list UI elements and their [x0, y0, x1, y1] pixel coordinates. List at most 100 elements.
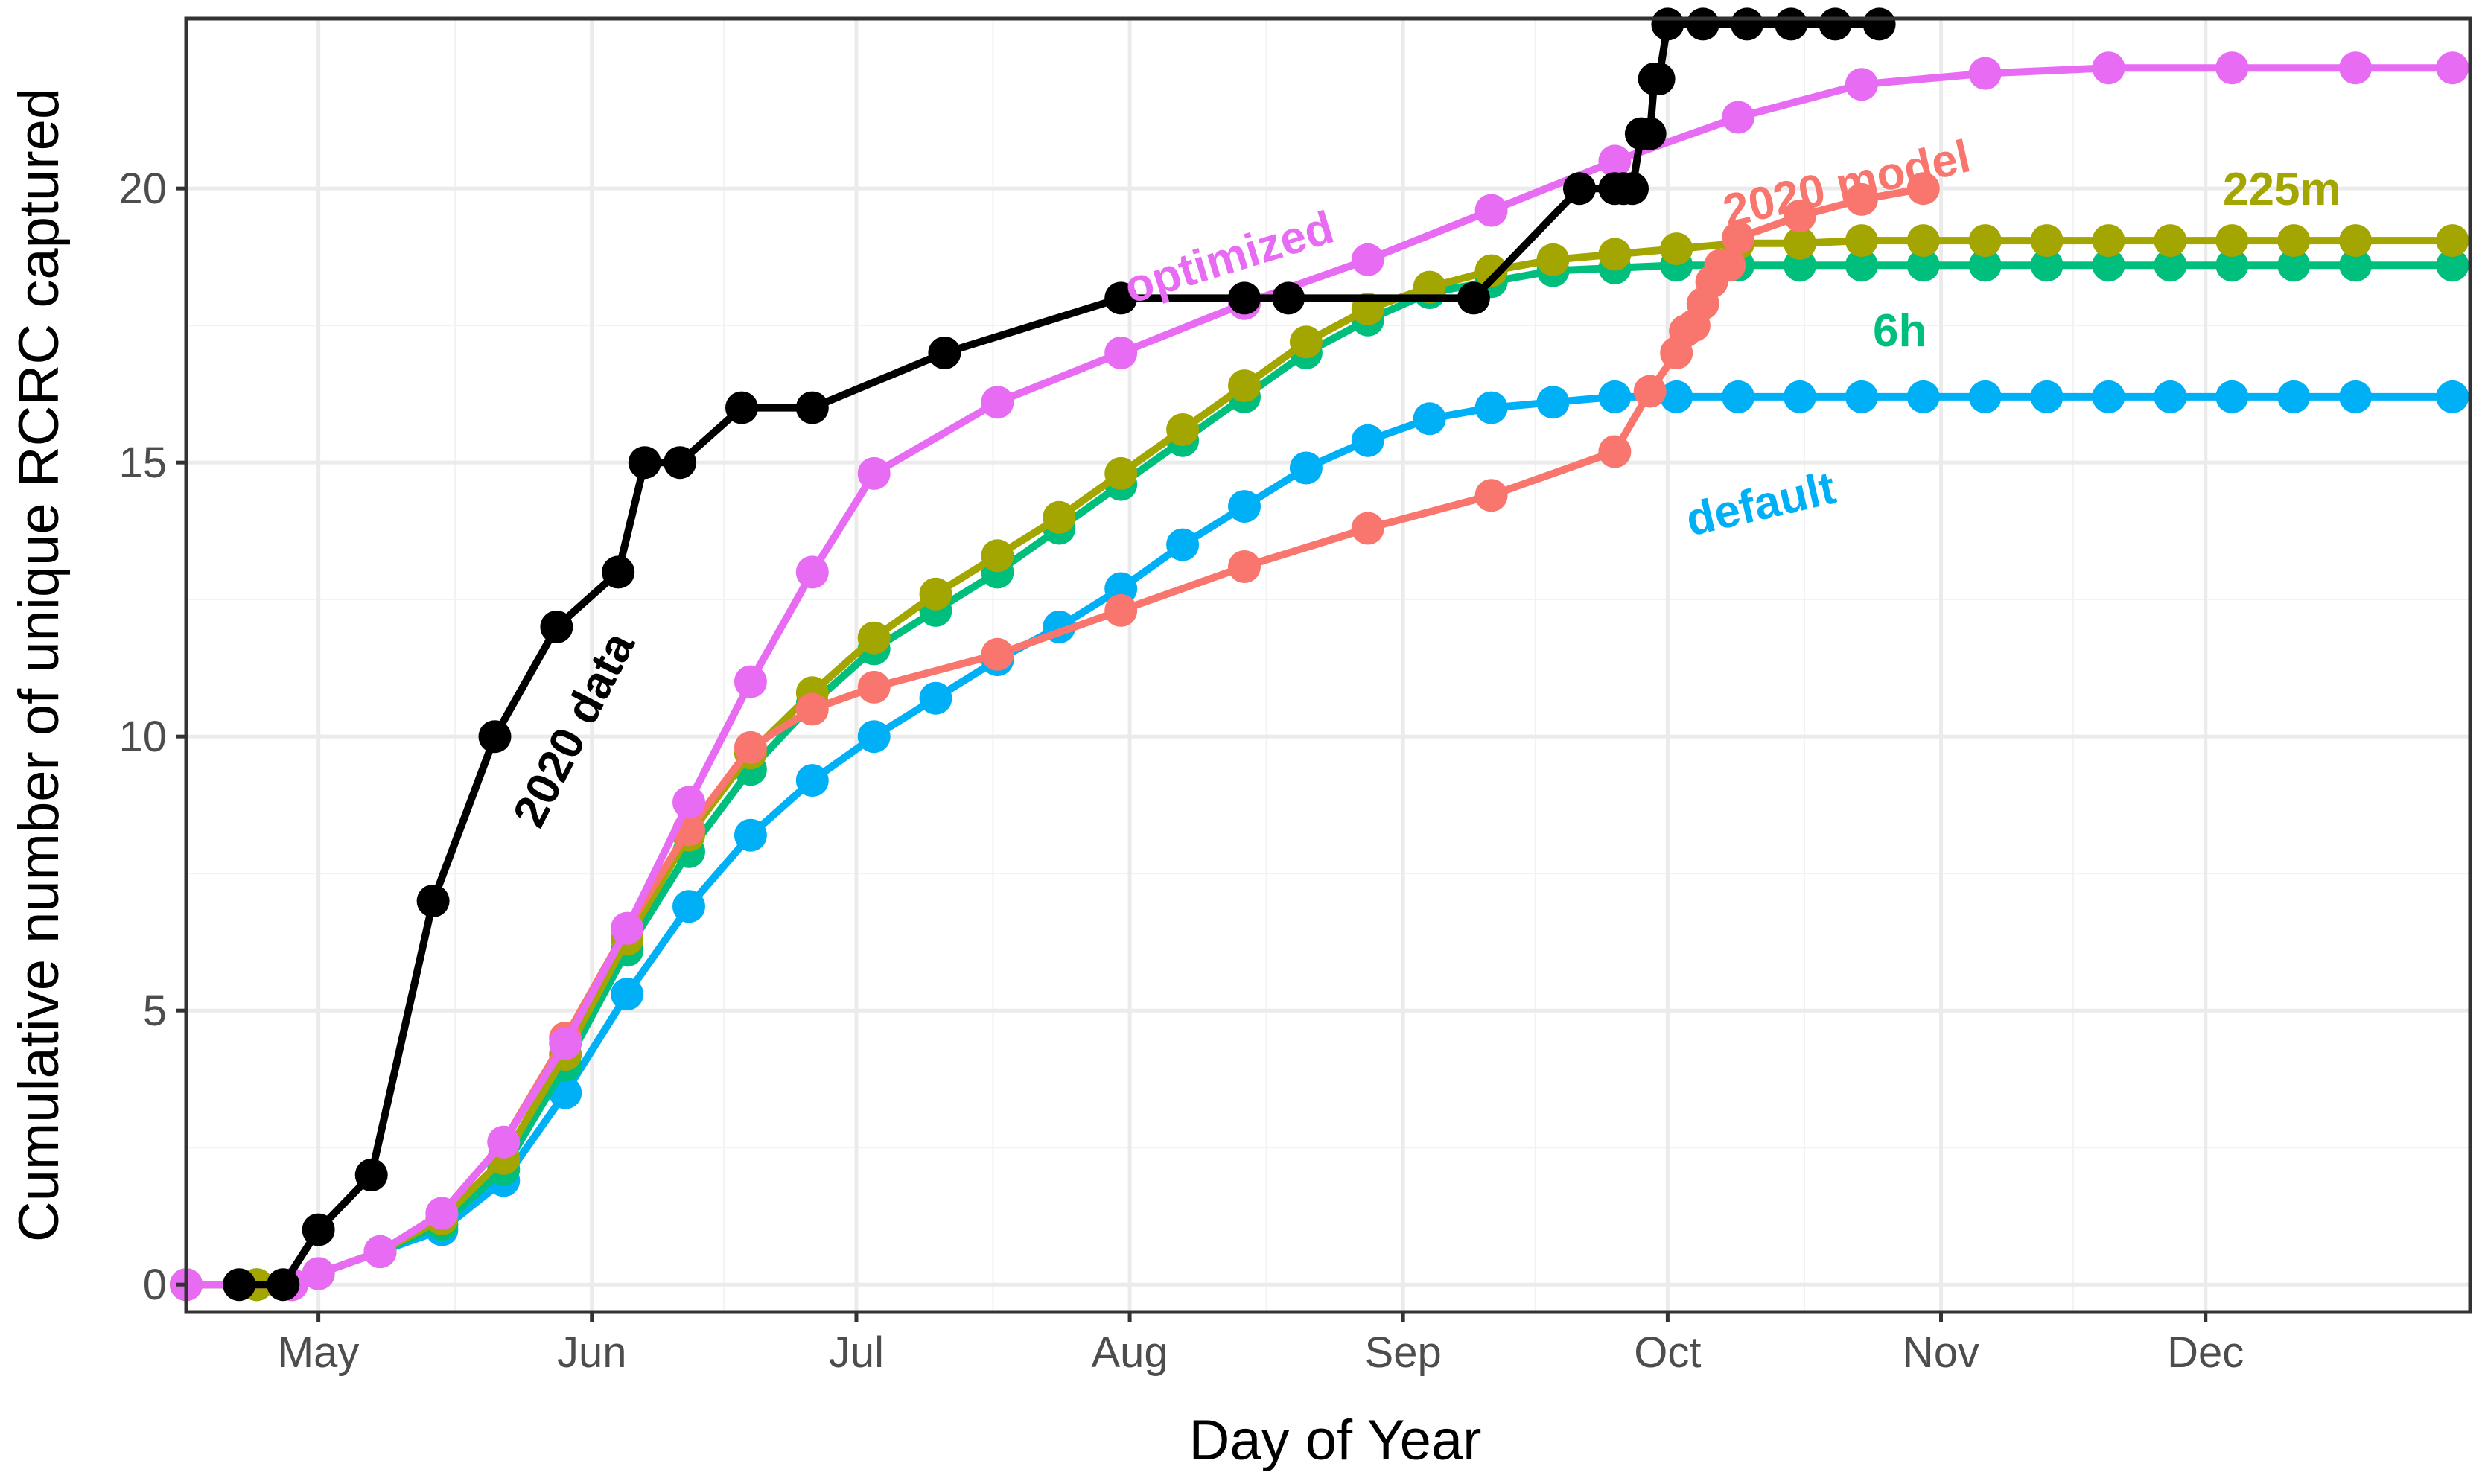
data-point-2020-model	[795, 692, 829, 726]
data-point-2020-data	[1642, 63, 1676, 95]
data-point-optimized	[363, 1235, 397, 1268]
data-point-6h	[1968, 249, 2002, 282]
data-point-optimized	[1351, 243, 1384, 276]
data-point-2020-data	[795, 391, 829, 424]
data-point-2020-data	[1731, 7, 1763, 41]
data-point-2020-data	[1228, 281, 1261, 315]
data-point-optimized	[734, 665, 767, 698]
data-point-6h	[2215, 249, 2249, 282]
data-point-2020-model	[1845, 182, 1878, 216]
data-point-2020-model	[734, 730, 767, 764]
data-point-2020-data	[416, 885, 450, 917]
data-point-default	[1906, 380, 1940, 413]
data-point-default	[2030, 380, 2064, 413]
x-tick-label: Aug	[1091, 1328, 1168, 1377]
data-point-default	[1228, 490, 1261, 523]
data-point-optimized	[1104, 337, 1138, 369]
data-point-2020-data	[725, 391, 758, 424]
y-tick-label: 15	[118, 439, 167, 487]
y-tick-label: 5	[143, 987, 167, 1035]
series-optimized	[170, 51, 2469, 1302]
data-point-2020-data	[1686, 7, 1719, 41]
data-point-optimized	[981, 386, 1014, 419]
data-point-225m	[1784, 226, 1816, 260]
data-point-225m	[2339, 224, 2373, 258]
axes	[184, 16, 2472, 1314]
data-point-optimized	[2339, 51, 2373, 85]
data-point-2020-data	[1563, 172, 1596, 206]
data-point-225m	[1845, 224, 1878, 258]
data-point-default	[2277, 380, 2311, 413]
data-point-2020-model	[857, 670, 891, 704]
data-point-2020-data	[664, 446, 697, 480]
data-point-2020-model	[1351, 512, 1384, 545]
data-point-default	[1413, 402, 1446, 436]
series-2020-data	[223, 7, 1896, 1302]
data-point-2020-data	[602, 555, 635, 589]
data-point-optimized	[1598, 144, 1632, 178]
x-tick-label: Sep	[1365, 1328, 1442, 1377]
data-point-default	[919, 681, 952, 715]
data-point-optimized	[1845, 68, 1878, 101]
x-tick-label: May	[278, 1328, 360, 1377]
data-point-optimized	[425, 1197, 459, 1230]
data-point-default	[2436, 380, 2469, 413]
data-point-2020-model	[1228, 550, 1261, 583]
data-point-default	[2092, 380, 2125, 413]
y-tick-label: 10	[118, 713, 167, 761]
data-point-225m	[1660, 232, 1693, 266]
data-point-optimized	[2092, 51, 2125, 85]
data-point-2020-data	[928, 337, 961, 369]
data-point-optimized	[672, 786, 705, 819]
data-point-225m	[1906, 224, 1940, 258]
data-point-default	[857, 720, 891, 754]
data-point-default	[1845, 380, 1878, 413]
data-point-2020-data	[1633, 117, 1667, 150]
data-point-default	[1784, 380, 1816, 413]
data-point-optimized	[611, 911, 644, 945]
data-point-225m	[857, 621, 891, 655]
data-point-optimized	[1474, 194, 1508, 227]
data-point-default	[1289, 451, 1323, 485]
data-point-2020-data	[223, 1268, 256, 1302]
data-point-default	[1166, 528, 1200, 561]
data-point-6h	[2030, 249, 2064, 282]
data-point-optimized	[1968, 57, 2002, 90]
data-point-225m	[1166, 413, 1200, 446]
x-axis-ticks: May Jun Jul Aug Sep Oct Nov Dec	[278, 1312, 2244, 1377]
x-tick-label: Oct	[1634, 1328, 1701, 1377]
x-tick-label: Jul	[829, 1328, 884, 1377]
data-point-225m	[2030, 224, 2064, 258]
data-point-2020-model	[1474, 479, 1508, 512]
data-point-225m	[1598, 238, 1632, 271]
data-point-2020-data	[1819, 7, 1852, 41]
data-point-default	[2154, 380, 2187, 413]
data-point-optimized	[487, 1125, 521, 1159]
x-tick-label: Nov	[1903, 1328, 1979, 1377]
data-point-225m	[1228, 369, 1261, 403]
data-point-6h	[1906, 249, 1940, 282]
x-tick-label: Dec	[2167, 1328, 2244, 1377]
data-point-2020-model	[1633, 375, 1667, 408]
data-point-optimized	[2436, 51, 2469, 85]
data-point-2020-model	[1713, 249, 1746, 282]
data-point-225m	[1289, 325, 1323, 359]
data-point-225m	[1968, 224, 2002, 258]
data-point-225m	[2092, 224, 2125, 258]
y-axis-title: Cumulative number of unique RCRC capture…	[7, 88, 71, 1242]
data-point-225m	[1474, 254, 1508, 287]
data-point-225m	[2436, 224, 2469, 258]
data-point-default	[672, 890, 705, 923]
data-point-default	[611, 978, 644, 1011]
data-point-default	[1968, 380, 2002, 413]
data-point-225m	[2215, 224, 2249, 258]
data-point-2020-model	[981, 637, 1014, 671]
data-point-225m	[1536, 243, 1570, 276]
y-tick-label: 0	[143, 1261, 167, 1309]
data-point-optimized	[1722, 101, 1755, 134]
label-6h: 6h	[1873, 305, 1926, 357]
data-point-2020-model	[1906, 172, 1940, 206]
data-point-225m	[1104, 456, 1138, 490]
